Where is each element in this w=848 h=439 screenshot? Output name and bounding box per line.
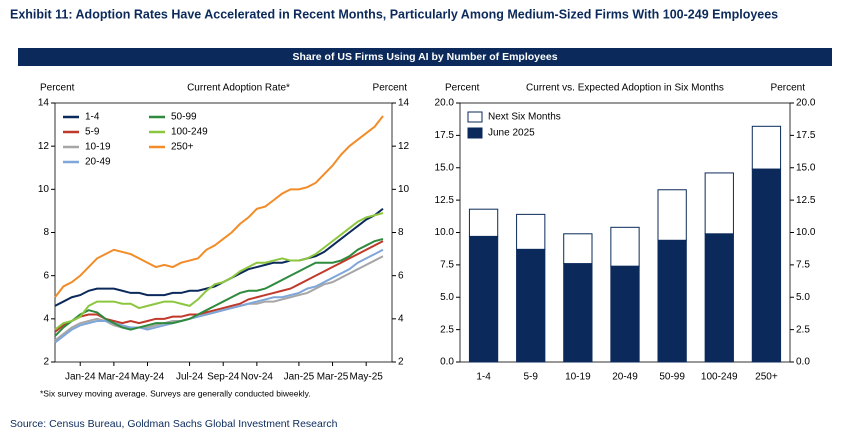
y-tick-label: 17.5 [435,130,455,141]
legend-label: June 2025 [488,128,535,139]
legend-label: 50-99 [171,112,197,123]
legend-label: Next Six Months [488,112,561,123]
legend-label: 100-249 [171,127,208,138]
line-series [54,115,384,298]
y2-tick-label: 12 [398,141,410,152]
y2-tick-label: 20.0 [796,98,816,109]
y2-tick-label: 10 [398,184,410,195]
y-tick-label: 2.5 [440,324,454,335]
legend-swatch [467,127,483,139]
bar-segment [657,239,687,363]
bar-segment [563,263,593,363]
x-tick-label: Mar-24 [98,372,130,383]
y2-tick-label: 2 [398,357,404,368]
y-tick-label: 12.5 [435,195,455,206]
banner-text: Share of US Firms Using AI by Number of … [292,51,557,63]
bar-segment [751,125,782,170]
line-series [54,255,384,342]
legend-label: 20-49 [85,157,111,168]
legend-swatch [467,111,483,123]
y-tick-label: 4 [43,313,49,324]
bar-segment [704,233,734,363]
y-tick-label: 8 [43,227,49,238]
x-tick-label: May-25 [349,372,383,383]
bar-segment [610,265,640,363]
chart-title: Current Adoption Rate* [187,83,290,94]
line-series [54,212,384,331]
y2-tick-label: 6 [398,270,404,281]
bar-segment [704,172,734,235]
bar-segment [751,168,782,363]
y2-tick-label: 8 [398,227,404,238]
y2-tick-label: 15.0 [796,162,816,173]
y-axis-label: Percent [445,83,480,94]
y-tick-label: 2 [43,357,49,368]
x-tick-label: Nov-24 [241,372,274,383]
bar-segment [468,235,499,363]
x-tick-label: Jan-24 [65,372,96,383]
chart-title: Current vs. Expected Adoption in Six Mon… [526,83,724,94]
x-tick-label: 100-249 [701,372,738,383]
line-series [54,248,384,344]
bar-segment [516,213,546,250]
footnote: *Six survey moving average. Surveys are … [40,388,311,398]
source: Source: Census Bureau, Goldman Sachs Glo… [10,418,338,430]
x-tick-label: Jul-24 [176,372,204,383]
bar-segment [563,233,593,265]
y-tick-label: 15.0 [435,162,455,173]
x-tick-label: 50-99 [659,372,685,383]
x-tick-label: Sep-24 [207,372,240,383]
y2-tick-label: 2.5 [796,324,810,335]
y-tick-label: 14 [38,98,50,109]
y-axis-label: Percent [40,83,75,94]
x-tick-label: 250+ [755,372,778,383]
y2-tick-label: 12.5 [796,195,816,206]
y-tick-label: 10.0 [435,227,455,238]
bar-segment [516,248,546,363]
banner [18,48,832,66]
x-tick-label: Mar-25 [317,372,349,383]
y-tick-label: 7.5 [440,260,454,271]
line-series [54,238,384,337]
y2-tick-label: 0.0 [796,357,810,368]
legend-label: 250+ [171,142,194,153]
legend-label: 1-4 [85,112,100,123]
y-tick-label: 5.0 [440,292,454,303]
line-series [54,207,384,307]
y2-tick-label: 14 [398,98,410,109]
x-tick-label: Jan-25 [284,372,315,383]
legend-label: 5-9 [85,127,100,138]
legend-label: 10-19 [85,142,111,153]
y-tick-label: 6 [43,270,49,281]
x-tick-label: May-24 [131,372,165,383]
y-tick-label: 10 [38,184,50,195]
bar-segment [657,189,687,241]
bar-segment [610,226,640,267]
y2-tick-label: 5.0 [796,292,810,303]
page-title: Exhibit 11: Adoption Rates Have Accelera… [10,7,778,21]
y-tick-label: 12 [38,141,50,152]
x-tick-label: 1-4 [476,372,491,383]
x-tick-label: 20-49 [612,372,638,383]
y2-tick-label: 4 [398,313,404,324]
x-tick-label: 5-9 [523,372,538,383]
y2-axis-label: Percent [771,83,806,94]
y-tick-label: 20.0 [435,98,455,109]
y2-tick-label: 10.0 [796,227,816,238]
y2-tick-label: 7.5 [796,260,810,271]
y-tick-label: 0.0 [440,357,454,368]
y2-tick-label: 17.5 [796,130,816,141]
x-tick-label: 10-19 [565,372,591,383]
bar-segment [468,208,499,237]
y2-axis-label: Percent [373,83,408,94]
